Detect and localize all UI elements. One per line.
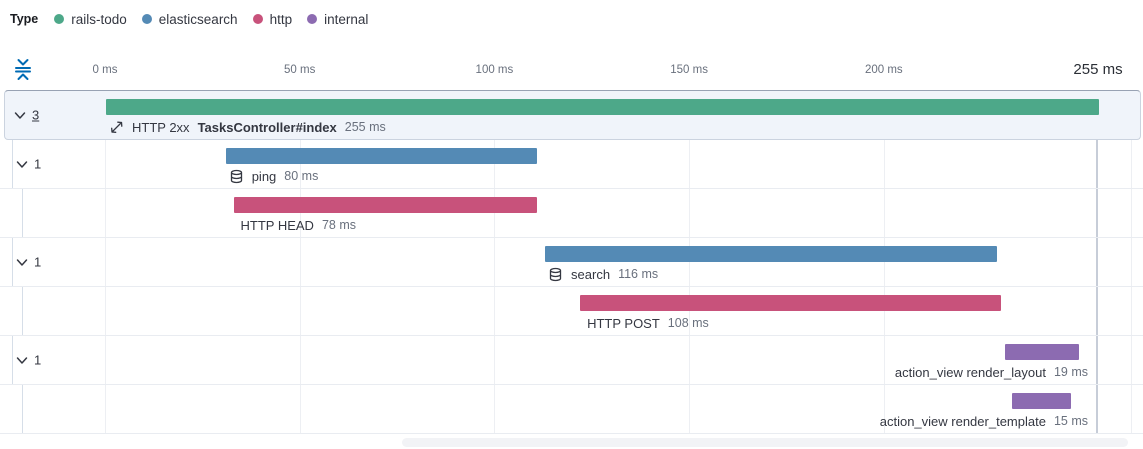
span-row[interactable]: 1 action_view render_layout 19 ms — [0, 336, 1143, 385]
collapse-children-button[interactable]: 3 — [14, 108, 39, 123]
duration-bar[interactable] — [106, 99, 1099, 115]
span-duration: 108 ms — [668, 316, 709, 330]
span-duration: 15 ms — [1054, 414, 1088, 428]
chevron-down-icon — [16, 354, 28, 366]
span-name: action_view render_layout — [895, 365, 1046, 380]
legend-item-http[interactable]: http — [253, 12, 293, 27]
collapse-children-button[interactable]: 1 — [16, 255, 41, 270]
chevron-down-icon — [16, 158, 28, 170]
legend-title: Type — [10, 12, 38, 26]
child-count[interactable]: 1 — [34, 353, 41, 368]
legend-item-internal[interactable]: internal — [307, 12, 368, 27]
span-row[interactable]: HTTP POST 108 ms — [0, 287, 1143, 336]
database-icon — [229, 169, 244, 184]
child-count[interactable]: 1 — [34, 255, 41, 270]
span-duration: 255 ms — [345, 120, 386, 134]
child-count[interactable]: 3 — [32, 108, 39, 123]
legend-dot-icon — [253, 14, 263, 24]
database-icon — [548, 267, 563, 282]
waterfall-rows: 3 HTTP 2xx TasksController#index 255 ms 1 pin… — [0, 90, 1143, 434]
duration-bar[interactable] — [580, 295, 1001, 311]
span-name: HTTP POST — [587, 316, 660, 331]
indent-guide — [22, 189, 23, 237]
duration-bar[interactable] — [226, 148, 538, 164]
merge-icon — [109, 120, 124, 135]
span-label: HTTP POST 108 ms — [587, 313, 709, 333]
fold-timeline-icon[interactable] — [13, 58, 33, 81]
axis-tick-label: 150 ms — [670, 60, 708, 80]
duration-bar[interactable] — [1012, 393, 1070, 409]
span-name: action_view render_template — [880, 414, 1046, 429]
indent-guide — [12, 140, 13, 188]
legend-item-label: rails-todo — [71, 12, 127, 27]
indent-guide — [22, 385, 23, 433]
span-row[interactable]: 1 search 116 ms — [0, 238, 1143, 287]
duration-bar[interactable] — [234, 197, 538, 213]
legend-item-label: elasticsearch — [159, 12, 238, 27]
legend-items: rails-todo elasticsearch http internal — [54, 12, 368, 27]
span-label: action_view render_template 15 ms — [880, 411, 1088, 431]
span-row[interactable]: HTTP HEAD 78 ms — [0, 189, 1143, 238]
transaction-row[interactable]: 3 HTTP 2xx TasksController#index 255 ms — [4, 90, 1141, 140]
legend-dot-icon — [54, 14, 64, 24]
duration-bar[interactable] — [1005, 344, 1079, 360]
axis-tick-label: 50 ms — [284, 60, 315, 80]
axis-tick-label: 0 ms — [93, 60, 118, 80]
span-label: HTTP 2xx TasksController#index 255 ms — [109, 117, 386, 137]
span-label: action_view render_layout 19 ms — [895, 362, 1088, 382]
span-row[interactable]: action_view render_template 15 ms — [0, 385, 1143, 434]
legend-item-rails-todo[interactable]: rails-todo — [54, 12, 127, 27]
span-label: HTTP HEAD 78 ms — [241, 215, 356, 235]
indent-guide — [12, 336, 13, 384]
chevron-down-icon — [14, 109, 26, 121]
axis-tick-label: 100 ms — [476, 60, 514, 80]
axis-end-label: 255 ms — [1073, 60, 1122, 80]
legend-item-elasticsearch[interactable]: elasticsearch — [142, 12, 238, 27]
span-name: HTTP HEAD — [241, 218, 314, 233]
collapse-children-button[interactable]: 1 — [16, 157, 41, 172]
apm-trace-waterfall: Type rails-todo elasticsearch http internal… — [0, 0, 1143, 449]
span-name: ping — [252, 169, 277, 184]
span-duration: 19 ms — [1054, 365, 1088, 379]
indent-guide — [22, 287, 23, 335]
timeline-axis: 0 ms 50 ms 100 ms 150 ms 200 ms 255 ms — [0, 50, 1143, 90]
span-row[interactable]: 1 ping 80 ms — [0, 140, 1143, 189]
legend-item-label: http — [270, 12, 293, 27]
span-result-prefix: HTTP 2xx — [132, 120, 190, 135]
legend-dot-icon — [307, 14, 317, 24]
span-duration: 116 ms — [618, 267, 658, 281]
duration-bar[interactable] — [545, 246, 997, 262]
span-label: ping 80 ms — [229, 166, 319, 186]
legend-item-label: internal — [324, 12, 368, 27]
child-count[interactable]: 1 — [34, 157, 41, 172]
legend-dot-icon — [142, 14, 152, 24]
span-name: search — [571, 267, 610, 282]
collapse-children-button[interactable]: 1 — [16, 353, 41, 368]
span-duration: 78 ms — [322, 218, 356, 232]
span-duration: 80 ms — [284, 169, 318, 183]
indent-guide — [12, 238, 13, 286]
axis-tick-label: 200 ms — [865, 60, 903, 80]
span-name: TasksController#index — [198, 120, 337, 135]
span-label: search 116 ms — [548, 264, 658, 284]
chevron-down-icon — [16, 256, 28, 268]
horizontal-scrollbar-thumb[interactable] — [402, 438, 1128, 447]
type-legend: Type rails-todo elasticsearch http internal — [10, 8, 368, 30]
